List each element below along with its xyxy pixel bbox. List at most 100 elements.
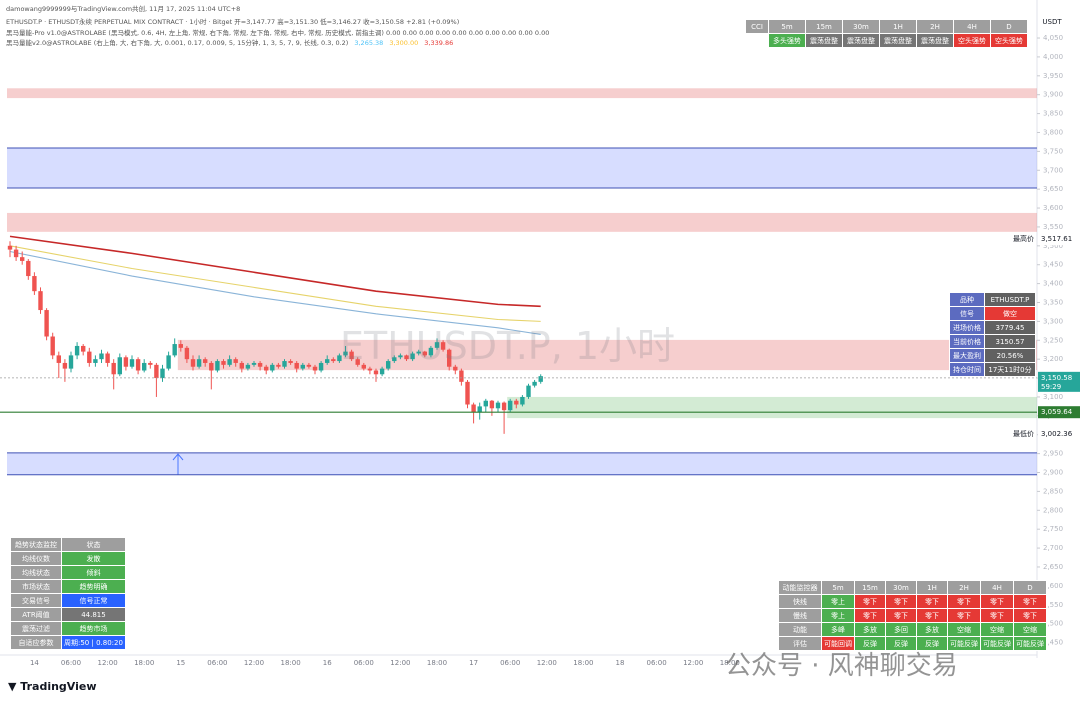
table-cell: 15m [805, 19, 843, 34]
candle-body [7, 245, 13, 250]
table-cell: D [990, 19, 1028, 34]
y-tick-label: 3,700 [1043, 166, 1063, 174]
table-cell: 44.815 [61, 607, 126, 622]
candle-body [337, 355, 342, 362]
arrow [172, 453, 184, 475]
x-tick-label: 12:00 [244, 659, 264, 667]
table-cell: 持仓时间 [949, 362, 985, 377]
candle-body [306, 364, 312, 367]
y-tick-label: 3,750 [1043, 147, 1063, 155]
y-tick-label: 3,550 [1043, 223, 1063, 231]
header-line: damowang9999999与TradingView.com共创, 11月 1… [6, 5, 241, 13]
candle-body [465, 381, 470, 405]
table-cell: 反弹 [885, 636, 917, 651]
y-tick-label: 3,600 [1043, 204, 1063, 212]
x-tick-label: 06:00 [61, 659, 81, 667]
candle-body [239, 362, 244, 369]
y-tick-label: 3,500 [1043, 242, 1063, 250]
table-cell: 周期:50 | 0.80:20 [61, 635, 126, 650]
table-cell: 5m [821, 580, 855, 595]
candle-body [154, 364, 159, 379]
y-tick-label: 2,800 [1043, 506, 1063, 514]
candle-body [50, 336, 55, 356]
candle-body [288, 361, 293, 363]
table-cell: 交易信号 [10, 593, 62, 608]
table-cell: 零下 [980, 608, 1014, 623]
table-cell: 20.56% [984, 348, 1036, 363]
price-label: 3,517.61 [1041, 235, 1072, 243]
table-row: 当前价格 3150.57 [949, 334, 1036, 349]
table-cell: 零上 [821, 608, 855, 623]
y-tick-label: 3,850 [1043, 110, 1063, 118]
candle-body [276, 364, 281, 367]
candle-body [532, 381, 537, 386]
candle-body [282, 361, 287, 367]
x-tick-label: 18:00 [720, 659, 740, 667]
candle-body [343, 351, 348, 356]
price-label: 3,002.36 [1041, 430, 1073, 438]
moving-average [9, 250, 541, 336]
candle-body [422, 351, 427, 356]
candle-body [32, 276, 37, 292]
candle-body [538, 376, 543, 382]
table-cell: 零下 [854, 594, 886, 609]
x-tick-label: 18:00 [573, 659, 593, 667]
candle-body [99, 353, 104, 360]
header-line: 黑马量能v2.0@ASTROLABE (右上角, 大, 右下角, 大, 0.00… [6, 37, 453, 47]
table-cell: 零下 [947, 608, 981, 623]
moving-average [9, 235, 541, 308]
candle-body [111, 362, 116, 375]
table-cell: 空缩 [980, 622, 1014, 637]
table-cell: 状态 [745, 33, 769, 48]
y-tick-label: 3,900 [1043, 91, 1063, 99]
x-tick-label: 18 [616, 659, 625, 667]
candle-body [434, 342, 440, 348]
table-cell: 30m [885, 580, 917, 595]
candle-body [355, 359, 360, 365]
candle-body [215, 361, 220, 371]
table-row: 交易信号 信号正常 [10, 593, 126, 608]
candle-body [294, 362, 299, 369]
y-tick-label: 3,950 [1043, 72, 1063, 80]
candle-body [367, 368, 373, 371]
candle-body [349, 351, 354, 360]
table-cell: 多放 [916, 622, 948, 637]
table-cell: 震荡盘整 [916, 33, 954, 48]
candle-body [184, 347, 190, 360]
table-cell: 多放 [854, 622, 886, 637]
table-cell: 零上 [821, 594, 855, 609]
table-cell: 多峰 [821, 622, 855, 637]
price-label-name: 最低价 [1013, 429, 1034, 438]
y-tick-label: 3,200 [1043, 355, 1063, 363]
candle-body [331, 359, 336, 362]
candle-body [129, 359, 135, 367]
y-tick-label: 3,350 [1043, 298, 1063, 306]
header-line: 黑马量能-Pro v1.0@ASTROLABE (黑马模式, 0.6, 4H, … [6, 29, 550, 37]
table-cell: 零下 [916, 608, 948, 623]
candle-body [300, 364, 305, 369]
y-tick-label: 3,300 [1043, 317, 1063, 325]
candle-body [373, 370, 379, 375]
table-cell: 慢线 [778, 608, 822, 623]
candle-body [123, 357, 129, 367]
table-cell: 5m [768, 19, 806, 34]
table-cell: 做空 [984, 306, 1036, 321]
indicator-value: 3,300.00 [389, 39, 419, 47]
y-tick-label: 3,800 [1043, 128, 1063, 136]
x-tick-label: 16 [323, 659, 332, 667]
candle-body [312, 366, 318, 371]
candle-body [148, 362, 153, 365]
candle-body [416, 351, 421, 354]
table-row: 状态 多头强势 震荡盘整 震荡盘整 震荡盘整 震荡盘整 空头强势 空头强势 [745, 33, 1028, 48]
table-row: 慢线 零上 零下 零下 零下 零下 零下 零下 [778, 608, 1047, 623]
x-tick-label: 06:00 [500, 659, 520, 667]
table-cell: 零下 [885, 608, 917, 623]
y-tick-label: 2,500 [1043, 620, 1063, 628]
y-tick-label: 4,000 [1043, 53, 1063, 61]
candle-body [325, 359, 330, 363]
candle-body [117, 357, 122, 375]
candle-body [251, 362, 257, 365]
table-row: 持仓时间 17天11时0分 [949, 362, 1036, 377]
momentum-table: 动能监控器 5m 15m 30m 1H 2H 4H D 快线 零上 零下 零下 零下 零下 零下 零下 慢线 零上… [778, 580, 1047, 651]
table-cell: 3779.45 [984, 320, 1036, 335]
